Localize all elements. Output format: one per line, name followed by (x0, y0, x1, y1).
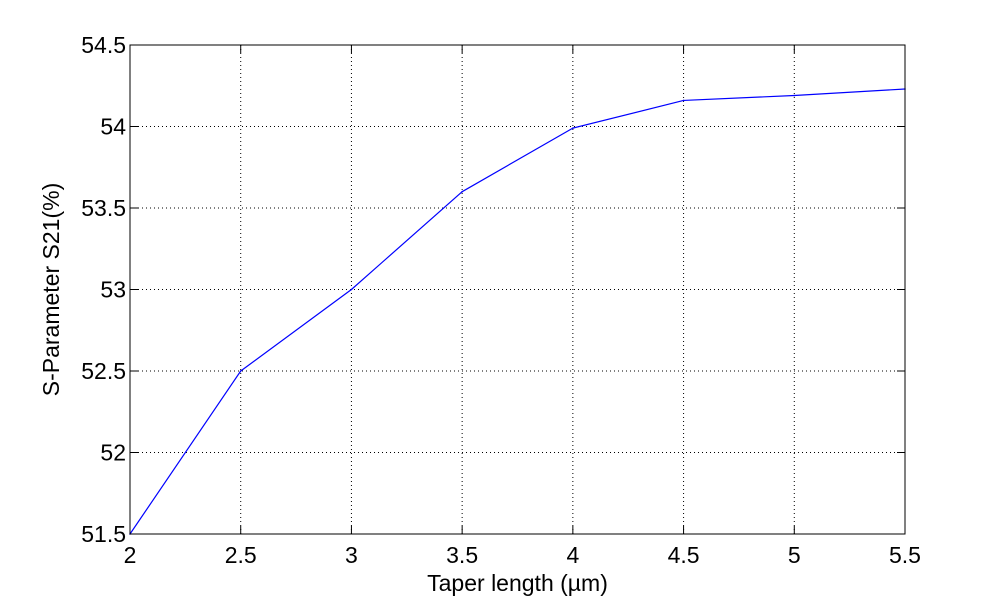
y-tick-label: 52 (100, 440, 126, 466)
data-point (572, 127, 574, 129)
data-point (350, 288, 353, 291)
x-tick-label: 2 (124, 542, 137, 568)
y-tick-label: 53 (100, 277, 126, 303)
data-point (461, 190, 463, 193)
x-tick-label: 3 (345, 542, 358, 568)
x-tick-label: 4.5 (668, 542, 700, 568)
y-tick-labels: 51.5 52 52.5 53 53.5 54 54.5 (81, 32, 126, 547)
y-tick-label: 54 (100, 114, 126, 140)
y-tick-label: 54.5 (81, 32, 126, 58)
y-axis-label: S-Parameter S21(%) (38, 183, 64, 396)
y-tick-label: 52.5 (81, 358, 126, 384)
data-point (239, 370, 242, 372)
x-axis-label: Taper length (µm) (427, 570, 608, 596)
data-point (682, 99, 685, 102)
x-tick-label: 5 (788, 542, 801, 568)
y-tick-label: 53.5 (81, 195, 126, 221)
x-tick-label: 2.5 (225, 542, 257, 568)
series-line (129, 88, 906, 535)
y-tick-label: 51.5 (81, 521, 126, 547)
x-tick-labels: 2 2.5 3 3.5 4 4.5 5 5.5 (124, 542, 921, 568)
plot-area (130, 45, 905, 534)
x-tick-label: 3.5 (446, 542, 478, 568)
ticks (129, 44, 906, 535)
x-tick-label: 4 (566, 542, 579, 568)
x-tick-label: 5.5 (889, 542, 921, 568)
data-point (793, 94, 796, 97)
